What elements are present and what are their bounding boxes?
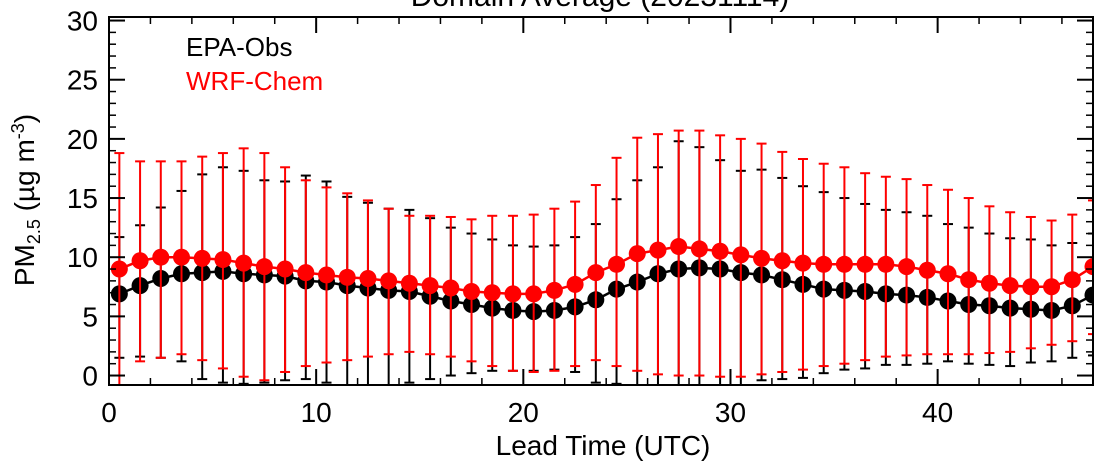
data-point [815,255,833,273]
x-tick-label: 0 [101,397,117,428]
y-axis-label-subscript: 2.5 [24,219,44,244]
data-point [380,272,398,290]
y-tick-label: 10 [67,242,98,273]
data-point [1084,286,1094,304]
x-axis: 0 10 20 30 40 [101,17,1063,428]
data-point [421,277,439,295]
data-point [442,279,460,297]
data-point [794,254,812,272]
data-point [939,265,957,283]
data-point [670,238,688,256]
data-point [318,266,336,284]
data-point [255,258,273,276]
x-tick-label: 40 [922,397,953,428]
y-tick-label: 25 [67,65,98,96]
data-point [856,255,874,273]
y-axis: 0 5 10 15 20 25 30 [67,6,1093,392]
data-point [173,248,191,266]
data-layer [110,129,1094,386]
x-tick-label: 10 [301,397,332,428]
data-point [898,258,916,276]
data-point [877,255,895,273]
y-axis-label-superscript: -3 [8,123,28,139]
data-point [235,254,253,272]
data-point [400,274,418,292]
data-point [1084,258,1094,276]
data-point [960,271,978,289]
data-point [566,275,584,293]
y-axis-label-units: (µg m [9,139,40,219]
data-point [918,261,936,279]
data-point [131,252,149,270]
data-point [753,249,771,267]
data-point [1022,278,1040,296]
data-point [338,268,356,286]
data-point [545,281,563,299]
data-point [525,285,543,303]
x-axis-label: Lead Time (UTC) [496,430,711,461]
y-tick-label: 30 [67,6,98,37]
data-point [359,270,377,288]
y-axis-label: PM2.5 (µg m-3) [8,114,44,286]
chart-title: Domain Average (20231114) [411,0,790,13]
data-point [297,264,315,282]
data-point [711,242,729,260]
data-point [628,245,646,263]
x-tick-label: 30 [715,397,746,428]
legend-entry-epa-obs: EPA-Obs [186,32,292,62]
data-point [193,249,211,267]
data-point [732,246,750,264]
data-point [773,252,791,270]
plot-frame [108,16,1094,386]
data-point [214,251,232,269]
data-point [1043,278,1061,296]
data-point [587,264,605,282]
y-tick-label: 5 [82,301,98,332]
data-point [1001,277,1019,295]
legend-entry-wrf-chem: WRF-Chem [186,66,323,96]
y-tick-label: 20 [67,124,98,155]
data-point [1063,271,1081,289]
data-point [835,255,853,273]
x-tick-label: 20 [508,397,539,428]
data-point [110,260,128,278]
y-axis-label-close: ) [9,114,40,123]
y-axis-label-main: PM [9,244,40,286]
data-point [152,248,170,266]
data-point [690,240,708,258]
data-point [483,284,501,302]
y-tick-label: 0 [82,361,98,392]
data-point [276,260,294,278]
data-point [504,285,522,303]
series-wrf-chem [110,129,1094,386]
data-point [463,283,481,301]
data-point [649,241,667,259]
data-point [980,274,998,292]
data-point [608,255,626,273]
y-tick-label: 15 [67,183,98,214]
